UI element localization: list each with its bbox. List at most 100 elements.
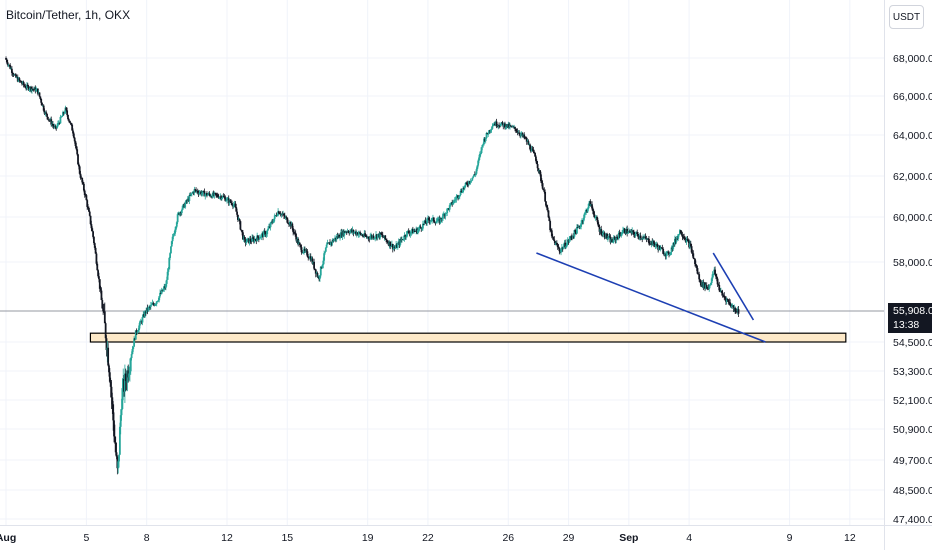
- y-tick-label: 58,000.0: [893, 257, 932, 269]
- candle-body: [435, 221, 438, 224]
- candle-body: [504, 126, 507, 128]
- x-tick-label: 12: [844, 532, 856, 544]
- candle-body: [190, 193, 193, 195]
- candle-body: [170, 246, 172, 254]
- candle-body: [253, 239, 256, 242]
- candle-body: [61, 116, 64, 117]
- candle-body: [379, 232, 382, 238]
- candle-body: [324, 251, 326, 254]
- candle-body: [591, 204, 593, 209]
- candle-body: [18, 78, 21, 81]
- candle-body: [386, 240, 388, 243]
- candle-body: [417, 228, 420, 230]
- candle-body: [498, 125, 500, 127]
- candle-body: [319, 266, 322, 276]
- candle-body: [410, 231, 413, 233]
- candle-body: [149, 304, 152, 307]
- candle-body: [372, 235, 375, 239]
- y-tick-label: 54,500.0: [893, 337, 932, 349]
- x-tick-label: 12: [221, 532, 233, 544]
- candle-body: [582, 217, 585, 222]
- candle-body: [514, 128, 517, 132]
- candle-body: [469, 181, 472, 183]
- candle-body: [271, 221, 274, 223]
- candle-body: [5, 58, 7, 60]
- candle-body: [150, 304, 153, 306]
- candle-body: [458, 196, 460, 198]
- candle-body: [699, 279, 701, 281]
- candle-body: [685, 239, 688, 242]
- candle-body: [107, 347, 110, 366]
- candle-body: [535, 156, 537, 161]
- candle-body: [120, 409, 123, 416]
- candle-body: [465, 182, 468, 184]
- candle-body: [11, 72, 14, 75]
- candle-body: [476, 165, 479, 170]
- candle-body: [427, 218, 430, 220]
- candle-body: [300, 247, 303, 253]
- upper-trendline: [712, 252, 755, 321]
- candle-body: [298, 243, 301, 246]
- candle-body: [181, 205, 184, 210]
- y-tick-label: 53,300.0: [893, 366, 932, 378]
- candle-body: [396, 243, 399, 248]
- candle-body: [343, 231, 346, 236]
- candle-body: [687, 239, 690, 242]
- candle-body: [225, 200, 228, 202]
- candle-body: [128, 373, 130, 378]
- candle-body: [393, 247, 396, 249]
- candle-body: [716, 278, 719, 285]
- candle-body: [591, 208, 594, 211]
- candle-body: [193, 189, 196, 194]
- candle-body: [593, 214, 596, 218]
- candle-body: [362, 236, 365, 237]
- candle-body: [9, 65, 12, 69]
- candle-body: [152, 303, 155, 305]
- currency-selector[interactable]: USDT: [889, 5, 924, 29]
- candle-body: [134, 330, 137, 340]
- candle-body: [124, 373, 127, 381]
- candle-body: [285, 217, 288, 218]
- candle-body: [28, 89, 31, 91]
- candle-body: [717, 284, 720, 286]
- candle-body: [568, 239, 571, 242]
- candle-body: [94, 247, 97, 254]
- candle-body: [110, 386, 113, 398]
- candle-body: [471, 177, 474, 181]
- candle-body: [111, 397, 114, 405]
- candle-body: [113, 420, 115, 437]
- candle-body: [260, 234, 263, 238]
- candle-body: [170, 241, 173, 247]
- candle-body: [492, 124, 495, 127]
- candle-body: [597, 224, 600, 228]
- candle-body: [446, 208, 449, 214]
- candle-body: [386, 242, 389, 243]
- candle-body: [326, 242, 329, 245]
- lower-trendline: [536, 252, 766, 343]
- candle-body: [67, 119, 70, 121]
- candle-body: [475, 169, 478, 174]
- candle-body: [25, 87, 28, 89]
- candle-body: [77, 164, 80, 167]
- candle-body: [97, 270, 100, 277]
- candle-body: [41, 102, 43, 106]
- candle-body: [32, 89, 35, 90]
- candle-body: [484, 138, 487, 142]
- candle-body: [715, 276, 718, 279]
- candle-body: [422, 223, 425, 225]
- candle-body: [470, 180, 473, 182]
- candle-body: [709, 283, 712, 285]
- candle-body: [246, 239, 249, 242]
- candle-body: [402, 239, 405, 240]
- candle-body: [534, 153, 536, 157]
- candle-body: [695, 266, 698, 269]
- candle-body: [89, 215, 92, 225]
- candle-body: [489, 129, 492, 132]
- candle-body: [660, 247, 663, 249]
- candle-body: [83, 190, 86, 196]
- candle-body: [135, 330, 138, 333]
- candle-body: [403, 235, 406, 240]
- candle-body: [468, 181, 470, 185]
- candle-body: [596, 220, 599, 225]
